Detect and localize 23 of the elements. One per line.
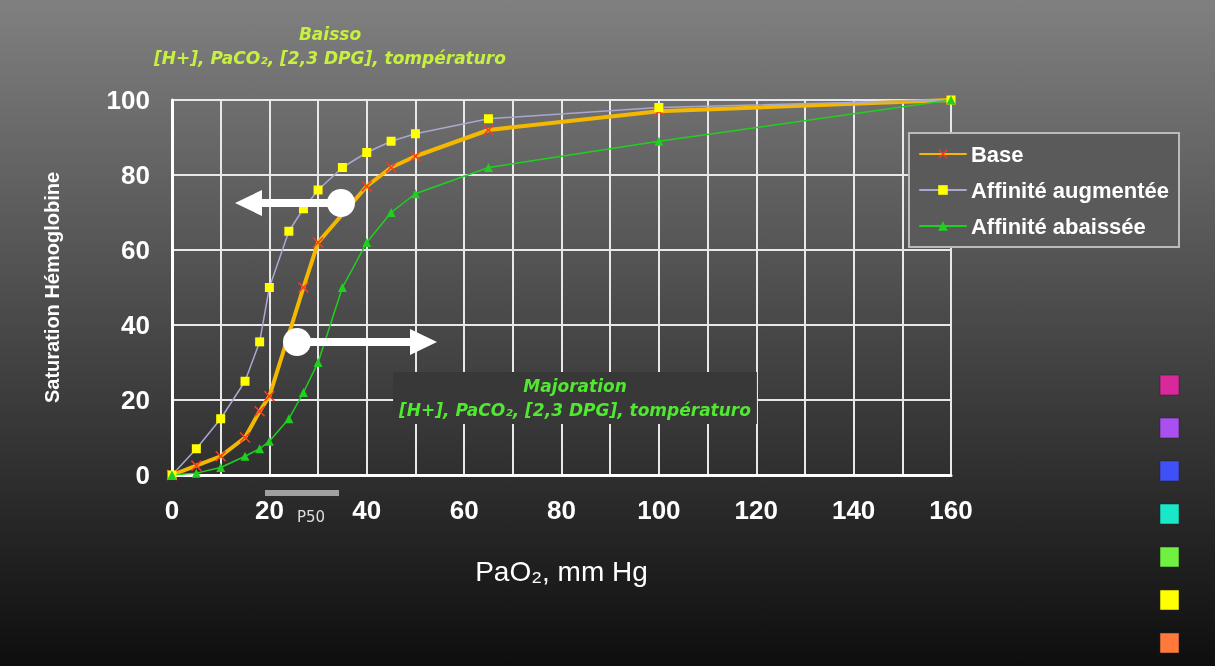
- annotation: Majoration [H+], PaCO₂, [2,3 DPG], tompératuro: [398, 376, 752, 420]
- y-tick-label: 60: [121, 235, 150, 265]
- y-axis-title: Saturation Hémoglobine: [41, 171, 63, 404]
- legend-label: Affinité augmentée: [970, 177, 1170, 203]
- y-tick-label: 20: [121, 385, 150, 415]
- x-tick-label: 100: [637, 495, 681, 525]
- legend-label: Affinité abaissée: [970, 213, 1146, 239]
- x-tick-label: 60: [449, 495, 479, 525]
- y-tick-label: 80: [121, 160, 150, 190]
- text: Baisso [H+], PaCO₂, [2,3 DPG], tompératuro: [153, 24, 507, 68]
- y-tick-label: 40: [121, 310, 150, 340]
- x-tick-label: 120: [734, 495, 778, 525]
- x-tick-label: 80: [547, 495, 576, 525]
- legend-label: Base: [970, 141, 1024, 167]
- y-tick-label: 100: [106, 85, 150, 115]
- x-tick-label: 0: [164, 495, 180, 525]
- x-tick-label: 140: [831, 495, 876, 525]
- text: P50: [296, 508, 326, 526]
- x-axis-title: PaO₂, mm Hg: [475, 555, 648, 587]
- y-tick-label: 0: [135, 460, 150, 490]
- x-tick-label: 40: [352, 495, 382, 525]
- x-tick-label: 160: [929, 495, 973, 525]
- x-tick-label: 20: [254, 495, 284, 525]
